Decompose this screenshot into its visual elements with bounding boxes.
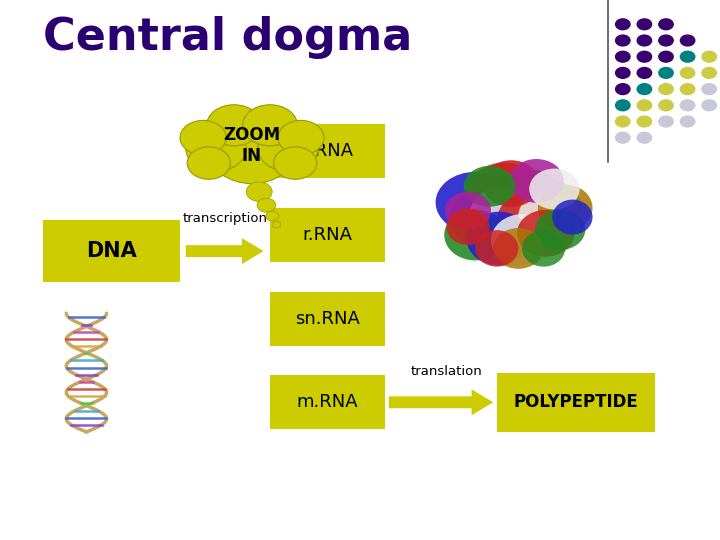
Circle shape — [257, 198, 276, 212]
Circle shape — [702, 68, 716, 78]
Ellipse shape — [467, 212, 531, 266]
Circle shape — [659, 116, 673, 127]
Circle shape — [659, 84, 673, 94]
Circle shape — [616, 35, 630, 46]
Ellipse shape — [522, 230, 565, 267]
Circle shape — [680, 35, 695, 46]
Circle shape — [659, 51, 673, 62]
Circle shape — [187, 147, 230, 179]
Circle shape — [702, 51, 716, 62]
Circle shape — [680, 68, 695, 78]
Circle shape — [186, 126, 246, 171]
FancyArrow shape — [389, 389, 493, 415]
Circle shape — [702, 84, 716, 94]
Circle shape — [258, 126, 318, 171]
Circle shape — [243, 105, 297, 146]
Ellipse shape — [491, 214, 554, 267]
Ellipse shape — [446, 208, 490, 245]
Ellipse shape — [482, 160, 540, 207]
Circle shape — [680, 84, 695, 94]
Circle shape — [616, 19, 630, 30]
Circle shape — [680, 116, 695, 127]
Circle shape — [637, 132, 652, 143]
Text: ZOOM
IN: ZOOM IN — [223, 126, 281, 165]
Circle shape — [616, 132, 630, 143]
Circle shape — [616, 84, 630, 94]
Ellipse shape — [468, 163, 540, 221]
FancyArrow shape — [186, 238, 264, 264]
Ellipse shape — [469, 187, 539, 245]
Circle shape — [272, 221, 281, 228]
Circle shape — [266, 211, 279, 221]
Text: sn.RNA: sn.RNA — [295, 309, 360, 328]
Ellipse shape — [475, 230, 518, 267]
Ellipse shape — [464, 166, 516, 207]
Ellipse shape — [449, 191, 516, 246]
Circle shape — [680, 100, 695, 111]
Circle shape — [659, 68, 673, 78]
Ellipse shape — [535, 209, 585, 250]
Text: DNA: DNA — [86, 241, 137, 261]
Circle shape — [246, 182, 272, 201]
Text: m.RNA: m.RNA — [297, 393, 359, 411]
Circle shape — [207, 105, 261, 146]
Circle shape — [702, 100, 716, 111]
Text: POLYPEPTIDE: POLYPEPTIDE — [513, 393, 639, 411]
Text: transcription: transcription — [182, 212, 267, 225]
FancyBboxPatch shape — [270, 208, 385, 262]
Circle shape — [637, 100, 652, 111]
Circle shape — [659, 35, 673, 46]
Circle shape — [274, 147, 317, 179]
Ellipse shape — [445, 192, 491, 230]
Circle shape — [616, 51, 630, 62]
Text: Central dogma: Central dogma — [43, 16, 413, 59]
Circle shape — [637, 51, 652, 62]
Text: r.RNA: r.RNA — [302, 226, 353, 244]
Ellipse shape — [497, 193, 562, 247]
Circle shape — [180, 120, 226, 155]
Circle shape — [637, 84, 652, 94]
FancyBboxPatch shape — [270, 292, 385, 346]
Circle shape — [278, 120, 324, 155]
Circle shape — [209, 119, 295, 184]
Ellipse shape — [552, 200, 593, 234]
Circle shape — [637, 35, 652, 46]
Ellipse shape — [493, 228, 544, 269]
FancyBboxPatch shape — [270, 375, 385, 429]
FancyBboxPatch shape — [497, 373, 655, 432]
Ellipse shape — [518, 191, 579, 241]
Text: t.RNA: t.RNA — [302, 142, 354, 160]
Ellipse shape — [495, 170, 564, 225]
FancyBboxPatch shape — [43, 220, 180, 282]
Circle shape — [616, 116, 630, 127]
Ellipse shape — [517, 210, 575, 256]
Circle shape — [637, 116, 652, 127]
Circle shape — [637, 68, 652, 78]
Ellipse shape — [444, 210, 506, 260]
Ellipse shape — [529, 168, 580, 210]
Circle shape — [637, 19, 652, 30]
Ellipse shape — [516, 180, 581, 233]
Circle shape — [616, 68, 630, 78]
FancyBboxPatch shape — [270, 124, 385, 178]
Circle shape — [616, 100, 630, 111]
Circle shape — [680, 51, 695, 62]
Ellipse shape — [509, 159, 564, 202]
Circle shape — [659, 19, 673, 30]
Circle shape — [659, 100, 673, 111]
Ellipse shape — [538, 185, 593, 231]
Text: translation: translation — [410, 365, 482, 378]
Ellipse shape — [436, 172, 515, 233]
